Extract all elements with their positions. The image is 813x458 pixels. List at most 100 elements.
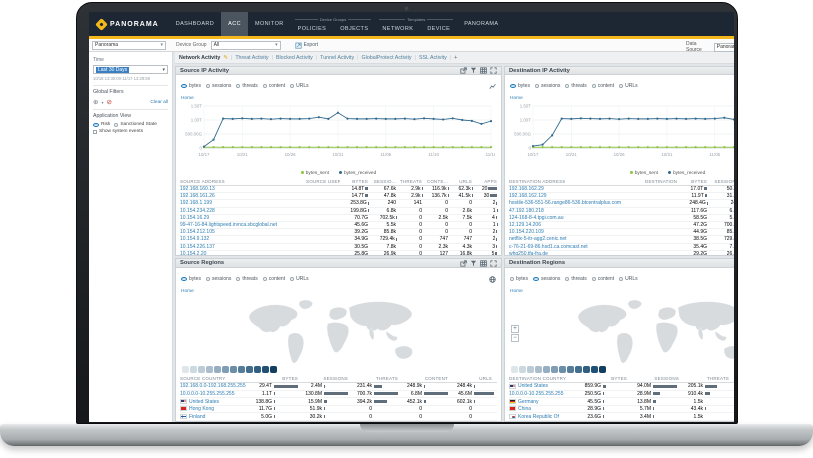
export-icon[interactable]	[460, 67, 467, 74]
metric-radio-threats[interactable]: threats	[236, 276, 258, 282]
table-link[interactable]: 192.168.160.13	[180, 186, 215, 193]
table-link[interactable]: 124-168-8-4.tpgi.com.au	[509, 214, 564, 221]
metric-radio-urls[interactable]: URLs	[619, 83, 638, 89]
table-link[interactable]: 10.0.0.0-10.255.255.255	[180, 390, 235, 397]
table-link[interactable]: 192.168.0.0-192.168.255.255	[180, 383, 246, 390]
destination-regions-map[interactable]: + −	[509, 295, 734, 375]
zoom-out-button[interactable]: −	[511, 334, 519, 343]
column-header[interactable]: BYTES	[611, 376, 627, 382]
metric-radio-content[interactable]: content	[591, 83, 614, 89]
table-link[interactable]: 10.154.9.132	[180, 236, 210, 243]
column-header[interactable]: THREATS	[375, 376, 398, 382]
nav-item-policies[interactable]: POLICIES	[297, 26, 327, 32]
tab-tunnel-activity[interactable]: Tunnel Activity	[320, 54, 355, 61]
nav-item-device[interactable]: DEVICE	[427, 26, 451, 32]
metric-radio-urls[interactable]: URLs	[290, 276, 309, 282]
metric-radio-bytes[interactable]: bytes	[181, 276, 201, 282]
nav-item-panorama[interactable]: PANORAMA	[464, 21, 499, 27]
table-link[interactable]: 10.154.212.105	[180, 229, 215, 236]
table-link[interactable]: United States	[518, 383, 549, 390]
nav-item-monitor[interactable]: MONITOR	[254, 21, 284, 27]
table-link[interactable]: China	[518, 406, 532, 413]
table-link[interactable]: c-76-21-69-86.hsd1.ca.comcast.net	[509, 243, 588, 250]
metric-radio-content[interactable]: content	[262, 83, 285, 89]
table-link[interactable]: netflix-5-itr-agg2.cenic.net	[509, 236, 567, 243]
table-link[interactable]: 192.168.1.199	[180, 200, 212, 207]
table-link[interactable]: 47.192.180.218	[509, 207, 544, 214]
table-link[interactable]: Korea Republic Of	[518, 413, 559, 420]
metric-radio-sessions[interactable]: sessions	[534, 83, 560, 89]
column-header[interactable]: URLS	[459, 179, 472, 184]
table-icon[interactable]	[480, 67, 487, 74]
table-link[interactable]: 10.154.2.20	[180, 250, 207, 256]
tab-network-activity[interactable]: Network Activity	[179, 54, 221, 61]
column-header[interactable]: CONTE...	[426, 179, 448, 184]
column-header[interactable]: SOURCE USER	[306, 179, 340, 184]
column-header[interactable]: CONTENT	[731, 376, 734, 381]
column-header[interactable]: SESSIONS	[714, 179, 734, 184]
metric-radio-bytes[interactable]: bytes	[510, 83, 530, 89]
device-group-select[interactable]: All ▾	[210, 40, 281, 50]
export-button[interactable]: Export	[294, 42, 318, 49]
metric-radio-urls[interactable]: URLs	[290, 83, 309, 89]
export-icon[interactable]	[460, 259, 467, 267]
risk-radio[interactable]: Risk	[93, 122, 110, 127]
column-header[interactable]: THREATS	[399, 179, 422, 184]
chart-line-icon[interactable]	[489, 77, 496, 95]
filter-icon[interactable]	[470, 260, 477, 267]
edit-tab-icon[interactable]: ✎	[223, 54, 228, 61]
column-header[interactable]: THREATS	[706, 376, 729, 382]
chart-home-link[interactable]: Home	[510, 96, 523, 101]
map-home-link[interactable]: Home	[181, 289, 194, 295]
column-header[interactable]: CONTENT	[424, 376, 448, 382]
chart-home-link[interactable]: Home	[181, 96, 194, 101]
nav-item-acc[interactable]: ACC	[221, 12, 248, 36]
clear-all-link[interactable]: Clear all	[150, 99, 168, 105]
table-link[interactable]: whq250.tfa-fra.de	[509, 250, 548, 256]
negate-filter-icon[interactable]: ⊘	[106, 99, 112, 106]
table-icon[interactable]	[480, 259, 487, 267]
add-tab-button[interactable]: +	[454, 54, 458, 61]
column-header[interactable]: APPS	[484, 179, 497, 184]
metric-radio-threats[interactable]: threats	[565, 276, 587, 282]
tab-blocked-activity[interactable]: Blocked Activity	[275, 54, 313, 61]
tab-ssl-activity[interactable]: SSL Activity	[418, 54, 447, 61]
context-select[interactable]: Panorama ▾	[92, 40, 166, 50]
column-header[interactable]: URLS	[479, 376, 492, 382]
column-header[interactable]: DESTINATION ADDRESS	[509, 179, 566, 184]
tab-threat-activity[interactable]: Threat Activity	[235, 54, 269, 61]
column-header[interactable]: BYTES	[352, 179, 368, 184]
table-link[interactable]: Finland	[189, 413, 206, 420]
time-range-select[interactable]: Last 30 Days ▾	[93, 65, 168, 74]
table-link[interactable]: Hong Kong	[189, 406, 215, 413]
show-system-events-checkbox[interactable]: Show system events	[93, 129, 143, 134]
column-header[interactable]: SOURCE ADDRESS	[180, 179, 225, 184]
filter-icon[interactable]	[470, 67, 477, 74]
metric-radio-sessions[interactable]: sessions	[532, 276, 560, 282]
metric-radio-content[interactable]: content	[262, 276, 285, 282]
data-source-select[interactable]: Panorama ▾	[713, 42, 734, 52]
maximize-icon[interactable]	[490, 67, 497, 74]
table-link[interactable]: 12.129.14.206	[509, 222, 541, 229]
table-link[interactable]: 192.168.161.26	[180, 193, 215, 200]
table-link[interactable]: 99-47-16-84.lightspeed.irvnca.sbcglobal.…	[180, 222, 278, 229]
table-link[interactable]: 192.168.162.29	[509, 186, 544, 193]
nav-item-objects[interactable]: OBJECTS	[340, 26, 369, 32]
add-filter-icon[interactable]: ⊕	[93, 99, 99, 106]
maximize-icon[interactable]	[490, 259, 497, 267]
table-link[interactable]: Germany	[518, 398, 539, 405]
column-header[interactable]: DESTINATION COUNTRY	[509, 376, 567, 382]
source-regions-map[interactable]	[180, 295, 497, 375]
metric-radio-threats[interactable]: threats	[236, 83, 258, 89]
table-link[interactable]: 10.154.226.137	[180, 243, 215, 250]
column-header[interactable]: SESSIONS	[323, 376, 348, 382]
tab-globalprotect-activity[interactable]: GlobalProtect Activity	[361, 54, 412, 61]
map-home-link[interactable]: Home	[510, 289, 523, 295]
sanctioned-state-radio[interactable]: Sanctioned State	[114, 122, 157, 127]
nav-item-network[interactable]: NETWORK	[382, 26, 414, 32]
nav-item-dashboard[interactable]: DASHBOARD	[175, 21, 215, 27]
zoom-in-button[interactable]: +	[511, 325, 519, 334]
metric-radio-bytes[interactable]: bytes	[510, 276, 528, 282]
panorama-brand[interactable]: PANORAMA	[89, 12, 169, 36]
column-header[interactable]: BYTES	[282, 376, 298, 382]
